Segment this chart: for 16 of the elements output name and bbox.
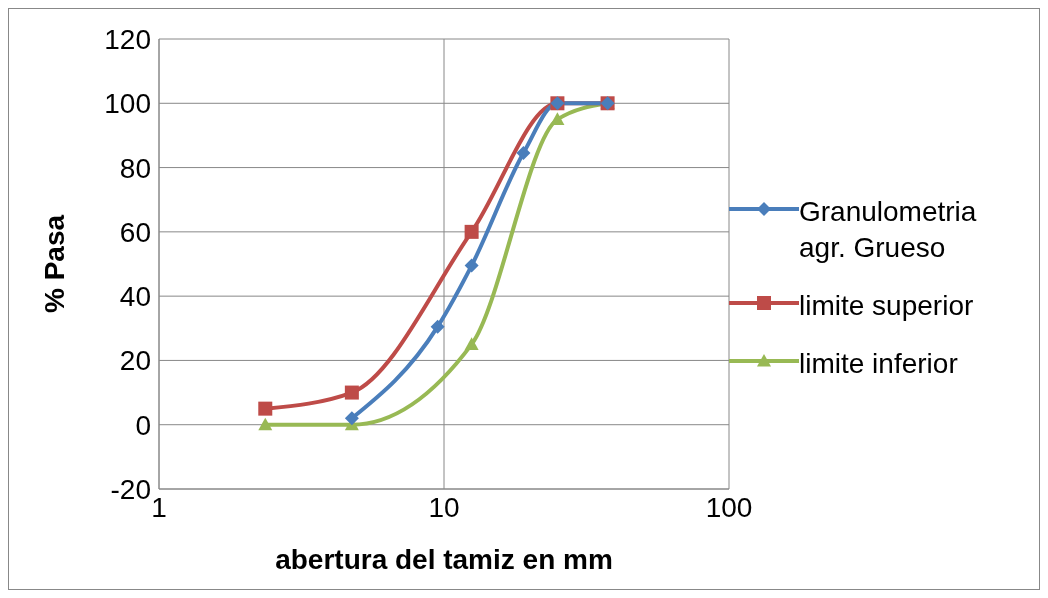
x-tick-label: 10 [428,491,460,523]
y-tick-label: 100 [104,88,151,120]
y-tick-label: 60 [119,216,151,248]
y-tick-label: 40 [119,281,151,313]
y-tick-label: 120 [104,23,151,55]
y-axis-title: % Pasa [38,214,70,314]
y-tick-label: -20 [110,473,151,505]
legend-label: limite superior [799,289,974,323]
legend-label: limite inferior [799,347,958,381]
y-tick-label: 20 [119,345,151,377]
x-tick-label: 1 [151,491,167,523]
y-tick-label: 0 [135,409,151,441]
legend-label: Granulometria agr. Grueso [799,195,978,265]
x-tick-label: 100 [705,491,753,523]
x-axis-title: abertura del tamiz en mm [275,544,613,575]
y-tick-label: 80 [119,152,151,184]
